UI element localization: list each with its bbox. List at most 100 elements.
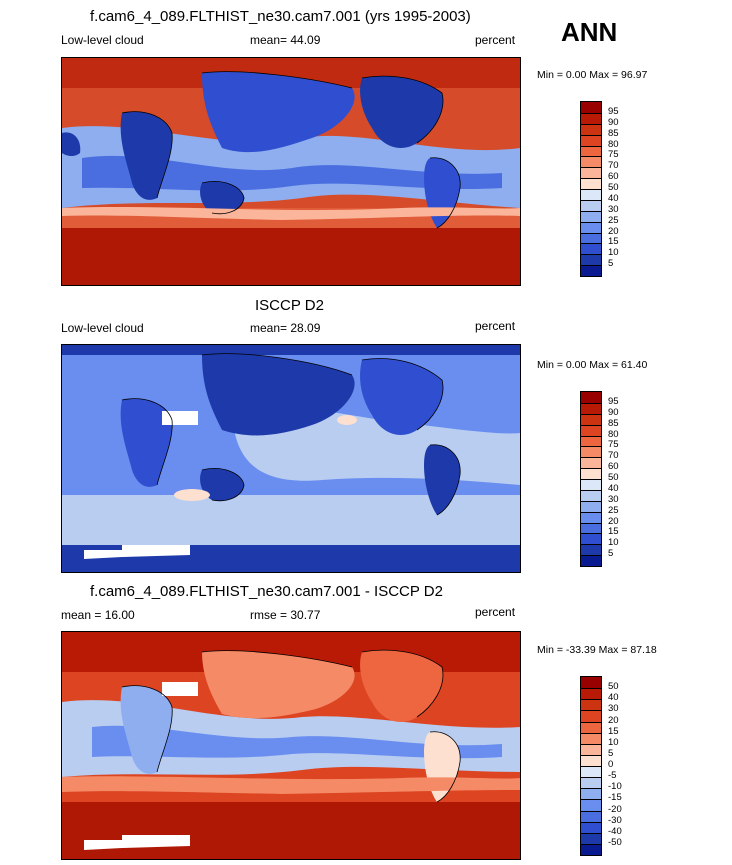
colorbar-tick-label: 10 [608, 736, 619, 748]
map-region [360, 76, 443, 148]
colorbar-segment [581, 544, 601, 556]
colorbar-tick-label: 50 [608, 681, 619, 693]
panel2-minmax: Min = 0.00 Max = 61.40 [537, 359, 648, 371]
colorbar-tick-label: 40 [608, 192, 619, 204]
colorbar-segment [581, 243, 601, 255]
colorbar-tick-label: -5 [608, 770, 617, 782]
panel3-colorbar [580, 676, 602, 856]
map-region [174, 489, 210, 501]
colorbar-tick-label: 15 [608, 526, 619, 538]
colorbar-segment [581, 788, 601, 800]
colorbar-segment [581, 435, 601, 447]
panel1-map-svg [62, 58, 520, 285]
colorbar-tick-label: 10 [608, 247, 619, 259]
colorbar-tick-label: 10 [608, 537, 619, 549]
coastlines [121, 71, 461, 229]
colorbar-segment [581, 457, 601, 469]
colorbar-tick-label: 5 [608, 548, 614, 560]
season-label: ANN [561, 17, 618, 47]
colorbar-segment [581, 102, 601, 113]
colorbar-segment [581, 843, 601, 855]
colorbar-segment [581, 413, 601, 425]
map-region [62, 207, 520, 220]
panel3-rmse-label: rmse = 30.77 [250, 608, 321, 622]
panel1-minmax: Min = 0.00 Max = 96.97 [537, 69, 648, 81]
colorbar-tick-label: 60 [608, 461, 619, 473]
colorbar-segment [581, 754, 601, 766]
colorbar-segment [581, 167, 601, 179]
colorbar-segment [581, 156, 601, 168]
panel2-map-svg [62, 345, 520, 572]
colorbar-tick-label: 25 [608, 214, 619, 226]
colorbar-tick-label: 20 [608, 225, 619, 237]
colorbar-tick-label: -40 [608, 825, 622, 837]
missing-data [162, 682, 198, 696]
panel1-variable-label: Low-level cloud [61, 33, 144, 47]
panel1-colorbar [580, 101, 602, 277]
colorbar-tick-label: 40 [608, 482, 619, 494]
panel3-mean-label: mean = 16.00 [61, 608, 135, 622]
colorbar-segment [581, 424, 601, 436]
colorbar-tick-label: -30 [608, 814, 622, 826]
colorbar-segment [581, 766, 601, 778]
colorbar-tick-label: -50 [608, 836, 622, 848]
colorbar-tick-label: 5 [608, 747, 614, 759]
panel3-units-label: percent [475, 605, 516, 619]
map-region [202, 353, 355, 436]
colorbar-tick-label: 30 [608, 703, 619, 715]
map-region [62, 132, 81, 157]
colorbar-segment [581, 254, 601, 266]
colorbar-segment [581, 446, 601, 458]
panel2-mean-label: mean= 28.09 [250, 321, 321, 335]
panel1-mean-label: mean= 44.09 [250, 33, 321, 47]
map-band [62, 495, 520, 545]
map-region [424, 444, 461, 515]
colorbar-tick-label: -15 [608, 792, 622, 804]
map-band [62, 345, 520, 355]
colorbar-tick-label: 95 [608, 395, 619, 407]
colorbar-segment [581, 468, 601, 479]
coastlines [121, 353, 461, 516]
colorbar-segment [581, 265, 601, 276]
colorbar-segment [581, 479, 601, 490]
colorbar-tick-label: 15 [608, 236, 619, 248]
colorbar-segment [581, 232, 601, 244]
colorbar-segment [581, 810, 601, 822]
map-region [200, 468, 244, 501]
map-region [202, 71, 355, 153]
colorbar-tick-label: 85 [608, 417, 619, 429]
map-region [200, 181, 244, 214]
colorbar-segment [581, 732, 601, 744]
panel2-map [61, 344, 521, 573]
colorbar-tick-label: 40 [608, 692, 619, 704]
colorbar-segment [581, 189, 601, 200]
colorbar-segment [581, 821, 601, 833]
map-region [337, 415, 357, 425]
colorbar-tick-label: -20 [608, 803, 622, 815]
colorbar-tick-label: 60 [608, 171, 619, 183]
colorbar-tick-label: 25 [608, 504, 619, 516]
panel1-title: f.cam6_4_089.FLTHIST_ne30.cam7.001 (yrs … [90, 8, 471, 25]
colorbar-tick-label: 85 [608, 127, 619, 139]
panel1-units-label: percent [475, 33, 516, 47]
colorbar-segment [581, 221, 601, 233]
map-region [360, 650, 443, 722]
colorbar-tick-label: 90 [608, 116, 619, 128]
colorbar-segment [581, 710, 601, 722]
missing-data [84, 835, 190, 850]
colorbar-tick-label: 75 [608, 439, 619, 451]
colorbar-tick-label: 50 [608, 472, 619, 483]
colorbar-tick-label: 50 [608, 182, 619, 193]
colorbar-segment [581, 210, 601, 222]
colorbar-segment [581, 699, 601, 711]
map-region [202, 650, 355, 719]
colorbar-tick-label: 95 [608, 105, 619, 117]
panel2-variable-label: Low-level cloud [61, 321, 144, 335]
colorbar-segment [581, 677, 601, 689]
colorbar-segment [581, 777, 601, 789]
colorbar-tick-label: 75 [608, 149, 619, 161]
colorbar-segment [581, 555, 601, 566]
colorbar-tick-label: 70 [608, 450, 619, 462]
panel3-map [61, 631, 521, 860]
colorbar-segment [581, 511, 601, 523]
